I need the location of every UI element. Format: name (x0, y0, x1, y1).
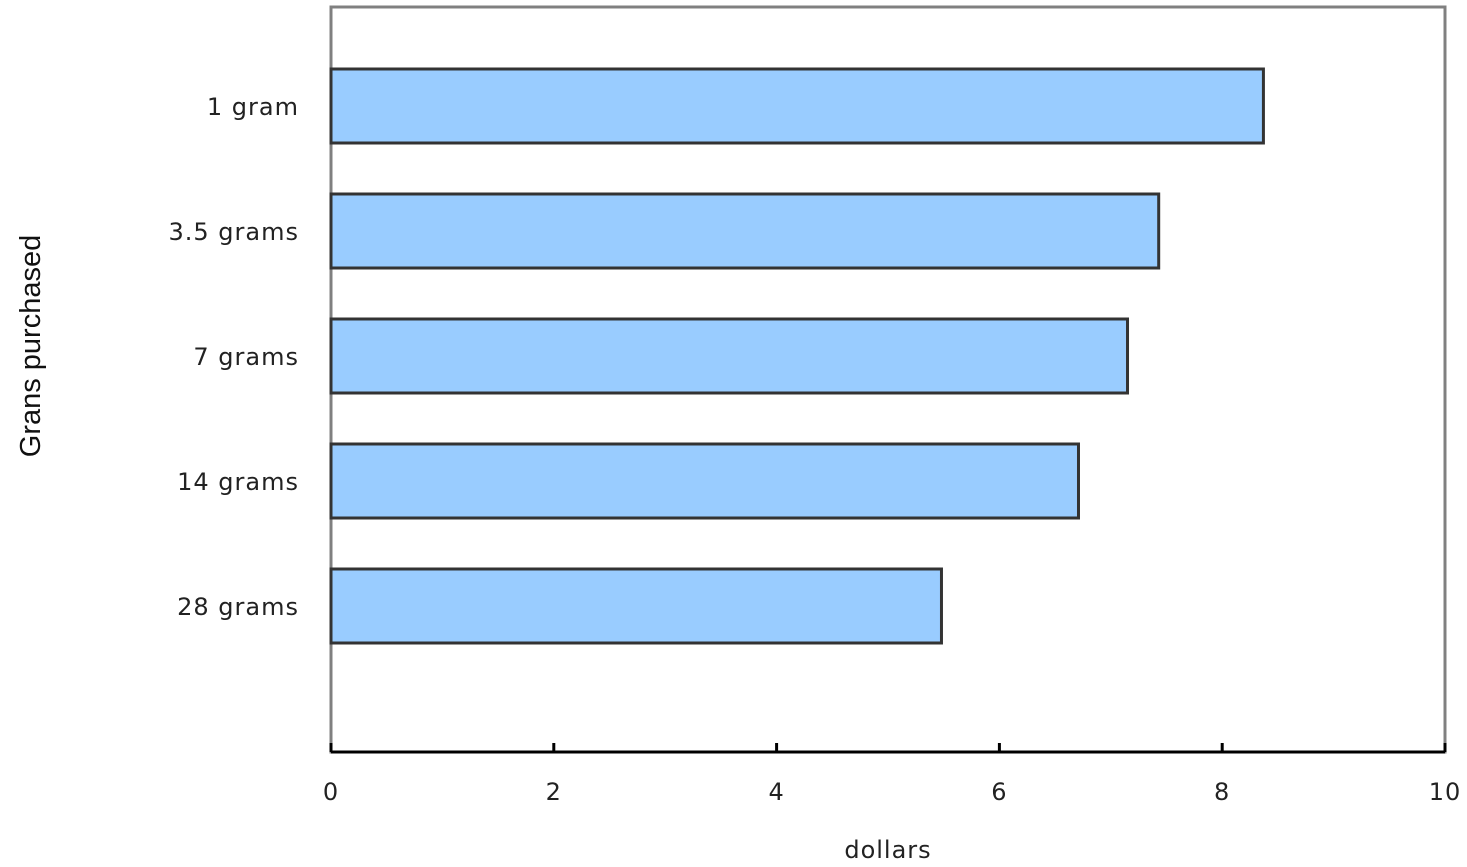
x-tick-label: 0 (323, 778, 339, 806)
x-tick-label: 6 (991, 778, 1007, 806)
category-label: 14 grams (177, 468, 299, 496)
bar-5 (329, 567, 943, 645)
bars (329, 67, 1265, 645)
y-axis: 1 gram 3.5 grams 7 grams 14 grams 28 grams (169, 93, 300, 621)
x-tick-label: 4 (768, 778, 784, 806)
x-tick-label: 10 (1429, 778, 1462, 806)
x-tick-label: 2 (546, 778, 562, 806)
bar-1 (329, 67, 1265, 145)
bar-4 (329, 442, 1080, 520)
x-axis: 0 2 4 6 8 10 (323, 743, 1462, 806)
y-axis-label: Grans purchased (15, 235, 47, 457)
category-label: 28 grams (177, 593, 299, 621)
x-axis-label: dollars (844, 836, 931, 862)
bar-3 (329, 317, 1130, 395)
category-label: 1 gram (207, 93, 299, 121)
x-tick-label: 8 (1214, 778, 1230, 806)
category-label: 3.5 grams (169, 218, 300, 246)
category-label: 7 grams (193, 343, 299, 371)
bar-2 (329, 192, 1161, 270)
